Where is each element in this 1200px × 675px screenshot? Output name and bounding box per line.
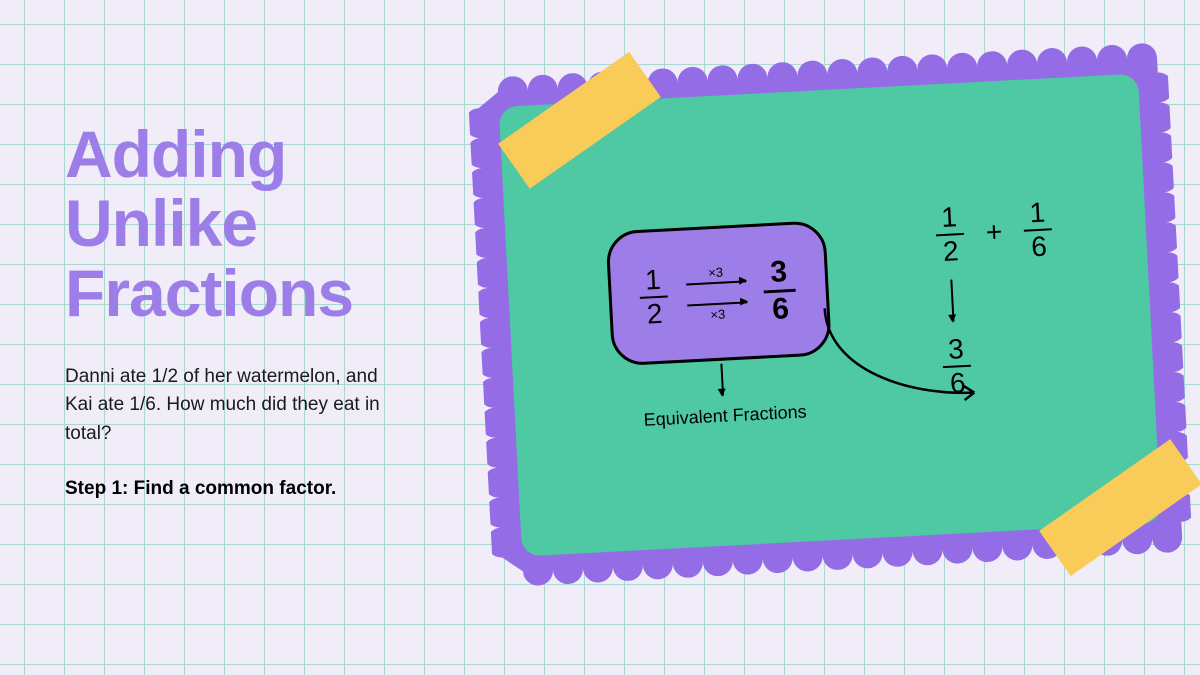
frac-a-numerator: 1 bbox=[941, 203, 958, 232]
equiv-from-fraction: 1 2 bbox=[638, 266, 669, 329]
title-line-3: Fractions bbox=[65, 259, 465, 328]
frac-a: 1 2 bbox=[934, 203, 965, 266]
left-column: Adding Unlike Fractions Danni ate 1/2 of… bbox=[65, 120, 465, 500]
frac-a-denominator: 2 bbox=[942, 237, 959, 266]
step-text: Step 1: Find a common factor. bbox=[65, 478, 465, 500]
title-line-2: Unlike bbox=[65, 189, 465, 258]
problem-text: Danni ate 1/2 of her watermelon, and Kai… bbox=[65, 363, 395, 449]
equivalent-fraction-box: 1 2 ×3 ×3 3 bbox=[605, 220, 832, 366]
slide-title: Adding Unlike Fractions bbox=[65, 120, 465, 328]
equiv-to-numerator: 3 bbox=[770, 257, 788, 288]
arrow-right-icon bbox=[686, 280, 746, 285]
equiv-from-numerator: 1 bbox=[644, 266, 661, 295]
equiv-from-denominator: 2 bbox=[646, 300, 663, 329]
times-bottom: ×3 bbox=[682, 305, 753, 324]
frac-b-numerator: 1 bbox=[1029, 199, 1046, 228]
equiv-to-denominator: 6 bbox=[772, 294, 790, 325]
multiply-arrow-bottom: ×3 bbox=[682, 301, 753, 323]
frac-b-denominator: 6 bbox=[1031, 233, 1048, 262]
multiply-arrow-top: ×3 bbox=[680, 263, 751, 285]
inner-green-card: 1 2 ×3 ×3 3 bbox=[499, 74, 1162, 557]
equiv-to-fraction: 3 6 bbox=[762, 257, 797, 326]
curved-arrow-icon bbox=[814, 291, 1001, 430]
equivalent-fractions-label: Equivalent Fractions bbox=[615, 400, 836, 432]
arrow-down-icon bbox=[720, 364, 723, 396]
frac-b: 1 6 bbox=[1023, 198, 1054, 261]
diagram-card: 1 2 ×3 ×3 3 bbox=[467, 42, 1193, 588]
down-arrow-to-label bbox=[720, 364, 723, 396]
title-line-1: Adding bbox=[65, 120, 465, 189]
plus-sign: + bbox=[985, 216, 1003, 249]
